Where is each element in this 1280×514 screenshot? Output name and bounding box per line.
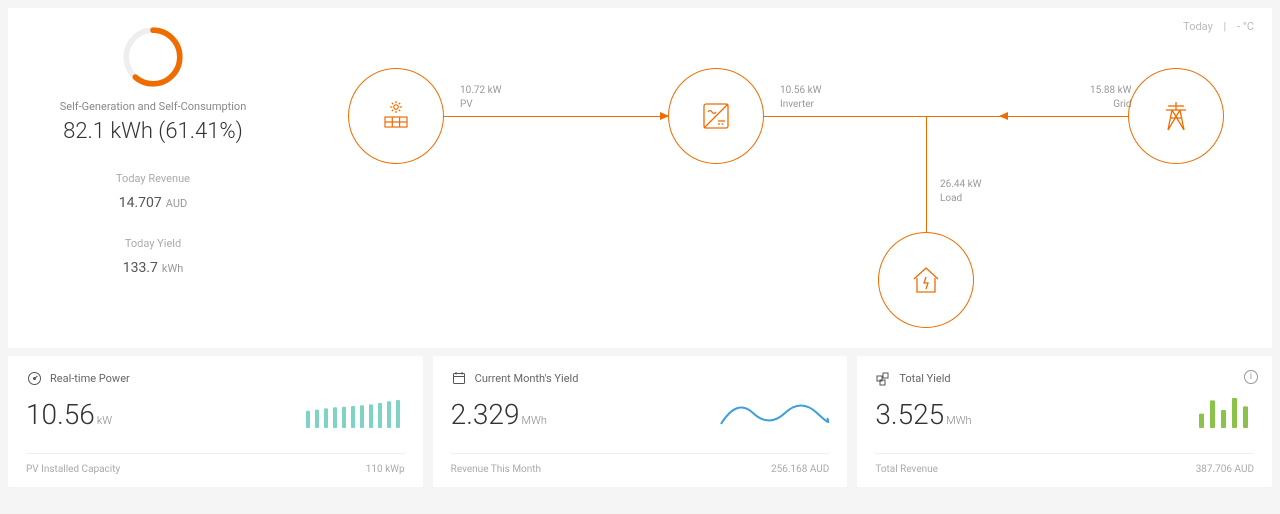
card-title: Real-time Power — [50, 372, 130, 385]
self-consumption-value: 82.1 kWh (61.41%) — [63, 119, 243, 144]
footer-label: Total Revenue — [875, 464, 938, 475]
self-consumption-ring — [122, 26, 184, 88]
self-consumption-label: Self-Generation and Self-Consumption — [60, 100, 247, 113]
node-grid[interactable] — [1128, 68, 1224, 164]
card-title: Current Month's Yield — [475, 372, 579, 385]
total-yield-icon — [875, 370, 891, 386]
spark-bars — [295, 396, 405, 430]
spark-sine — [719, 396, 829, 430]
flow-label-grid: 15.88 kW Grid — [1090, 84, 1132, 112]
flow-label-load: 26.44 kW Load — [940, 178, 982, 206]
solar-panel-icon — [376, 96, 416, 136]
inverter-icon — [699, 99, 733, 133]
card-realtime-power[interactable]: Real-time Power 10.56kW PV Installed Cap… — [8, 356, 423, 487]
card-title: Total Yield — [899, 372, 950, 385]
today-yield-title: Today Yield — [123, 237, 184, 250]
footer-value: 256.168 AUD — [771, 464, 829, 475]
grid-tower-icon — [1156, 96, 1196, 136]
footer-value: 387.706 AUD — [1196, 464, 1254, 475]
gauge-icon — [26, 370, 42, 386]
flow-line-bus-load — [926, 116, 927, 232]
today-yield-value: 133.7kWh — [123, 260, 184, 276]
overview-panel: Today | - °C Self-Generation and Self-Co… — [8, 8, 1272, 348]
footer-label: PV Installed Capacity — [26, 464, 120, 475]
card-month-yield[interactable]: Current Month's Yield 2.329MWh Revenue T… — [433, 356, 848, 487]
flow-label-inverter: 10.56 kW Inverter — [780, 84, 822, 112]
today-yield-block: Today Yield 133.7kWh — [123, 237, 184, 276]
stats-cards-row: Real-time Power 10.56kW PV Installed Cap… — [8, 356, 1272, 487]
footer-value: 110 kWp — [366, 464, 405, 475]
energy-flow-diagram: 10.72 kW PV 10.56 kW Inverter 15.88 kW G… — [298, 8, 1272, 348]
today-revenue-value: 14.707AUD — [116, 195, 190, 211]
node-load[interactable] — [878, 232, 974, 328]
today-revenue-title: Today Revenue — [116, 172, 190, 185]
footer-label: Revenue This Month — [451, 464, 541, 475]
node-pv[interactable] — [348, 68, 444, 164]
today-revenue-block: Today Revenue 14.707AUD — [116, 172, 190, 211]
node-inverter[interactable] — [668, 68, 764, 164]
house-load-icon — [907, 261, 945, 299]
card-total-yield[interactable]: i Total Yield 3.525MWh Total Revenue 387… — [857, 356, 1272, 487]
calendar-icon — [451, 370, 467, 386]
info-icon[interactable]: i — [1244, 370, 1258, 384]
left-summary: Self-Generation and Self-Consumption 82.… — [8, 8, 298, 348]
spark-green-bars — [1144, 396, 1254, 430]
flow-label-pv: 10.72 kW PV — [460, 84, 502, 112]
flow-line-pv-inverter — [444, 116, 668, 117]
flow-line-grid-bus — [1000, 116, 1128, 117]
